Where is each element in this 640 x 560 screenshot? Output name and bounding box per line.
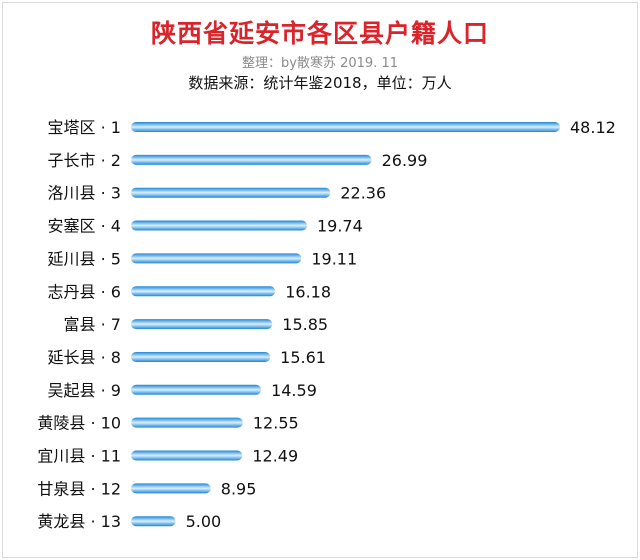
bar-10: [131, 417, 243, 428]
chart-subtitle: 整理：by散寒苏 2019. 11: [242, 56, 398, 71]
chart-title: 陕西省延安市各区县户籍人口: [150, 19, 489, 48]
value-label-6: 16.18: [285, 282, 331, 301]
bar-9: [131, 384, 262, 395]
value-label-7: 15.85: [282, 315, 328, 334]
value-label-1: 48.12: [570, 118, 616, 137]
category-label-13: 黄龙县 · 13: [37, 512, 121, 531]
bar-5: [131, 253, 302, 264]
value-label-12: 8.95: [221, 479, 257, 498]
category-labels-group: 宝塔区 · 1 子长市 · 2 洛川县 · 3 安塞区 · 4 延川县 · 5 志丹县 ·…: [37, 118, 121, 531]
bar-2: [131, 154, 372, 165]
bar-6: [131, 286, 276, 297]
category-label-11: 宜川县 · 11: [37, 447, 121, 466]
category-label-1: 宝塔区 · 1: [48, 118, 121, 137]
category-label-12: 甘泉县 · 12: [37, 479, 121, 498]
bars-group: [131, 122, 560, 527]
category-label-9: 吴起县 · 9: [48, 381, 121, 400]
category-label-8: 延长县 · 8: [48, 348, 121, 367]
bar-3: [131, 187, 331, 198]
value-label-3: 22.36: [340, 184, 386, 203]
category-label-4: 安塞区 · 4: [48, 217, 121, 236]
bar-7: [131, 319, 273, 330]
data-source-line: 数据来源：统计年鉴2018，单位：万人: [188, 74, 452, 92]
value-label-11: 12.49: [252, 447, 298, 466]
bar-1: [131, 122, 560, 132]
category-label-10: 黄陵县 · 10: [37, 414, 121, 433]
value-labels-group: 48.12 26.99 22.36 19.74 19.11 16.18 15.85 15.61…: [186, 118, 616, 531]
bar-8: [131, 351, 271, 362]
value-label-9: 14.59: [271, 381, 317, 400]
value-label-10: 12.55: [253, 414, 299, 433]
category-label-7: 富县 · 7: [64, 315, 121, 334]
value-label-8: 15.61: [280, 348, 326, 367]
bar-4: [131, 220, 307, 231]
bar-13: [131, 516, 176, 527]
bar-12: [131, 483, 211, 494]
bar-11: [131, 450, 243, 461]
value-label-13: 5.00: [186, 512, 222, 531]
category-label-5: 延川县 · 5: [48, 249, 121, 268]
value-label-4: 19.74: [317, 217, 363, 236]
category-label-2: 子长市 · 2: [48, 151, 121, 170]
category-label-6: 志丹县 · 6: [48, 282, 121, 301]
value-label-5: 19.11: [311, 249, 357, 268]
value-label-2: 26.99: [382, 151, 428, 170]
category-label-3: 洛川县 · 3: [48, 184, 121, 203]
